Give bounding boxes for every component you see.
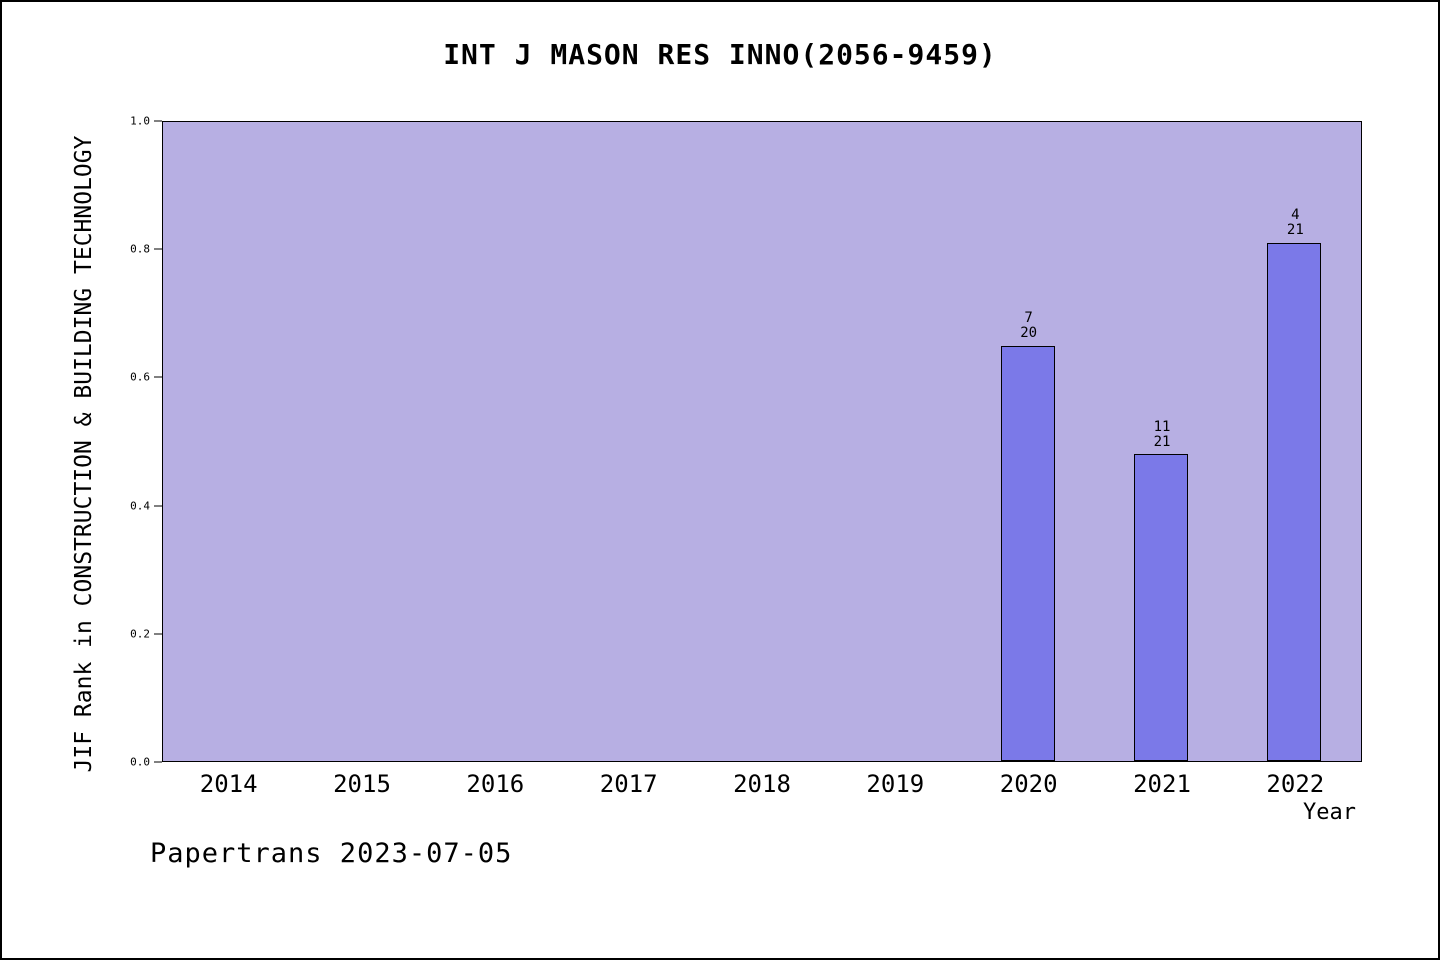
bar-label-2020: 7 20 xyxy=(1020,309,1038,341)
x-axis-label: Year xyxy=(1303,800,1356,825)
y-tick-mark xyxy=(154,376,162,378)
y-tick-mark xyxy=(154,120,162,122)
watermark-text: Papertrans 2023-07-05 xyxy=(150,838,513,869)
y-tick-label: 0.8 xyxy=(130,242,150,256)
y-tick-label: 0.0 xyxy=(130,755,150,769)
x-tick-label-2016: 2016 xyxy=(466,770,525,798)
y-tick-mark xyxy=(154,633,162,635)
plot-area xyxy=(162,121,1362,762)
chart-title: INT J MASON RES INNO(2056-9459) xyxy=(443,38,997,71)
y-tick-mark xyxy=(154,761,162,763)
y-tick-mark xyxy=(154,248,162,250)
bar-2020 xyxy=(1001,345,1056,761)
y-tick-label: 1.0 xyxy=(130,114,150,128)
x-tick-label-2014: 2014 xyxy=(199,770,258,798)
bar-2021 xyxy=(1134,454,1189,761)
x-tick-label-2018: 2018 xyxy=(733,770,791,798)
x-tick-label-2015: 2015 xyxy=(333,770,391,798)
x-tick-label-2020: 2020 xyxy=(999,770,1058,798)
y-tick-label: 0.6 xyxy=(130,370,150,384)
bar-2022 xyxy=(1267,243,1322,761)
x-tick-label-2019: 2019 xyxy=(866,770,925,798)
y-tick-label: 0.2 xyxy=(130,627,150,641)
y-axis-label: JIF Rank in CONSTRUCTION & BUILDING TECH… xyxy=(71,135,97,773)
y-tick-mark xyxy=(154,505,162,507)
y-tick-label: 0.4 xyxy=(130,499,150,513)
chart-area: 0.0 0.2 0.4 0.6 0.8 1.0 2014 2015 2016 2017 2018 20… xyxy=(130,116,1362,796)
bar-label-2021: 11 21 xyxy=(1153,418,1171,450)
x-tick-label-2017: 2017 xyxy=(599,770,658,798)
x-tick-label-2021: 2021 xyxy=(1133,770,1191,798)
x-tick-label-2022: 2022 xyxy=(1266,770,1325,798)
bar-label-2022: 4 21 xyxy=(1286,207,1304,239)
